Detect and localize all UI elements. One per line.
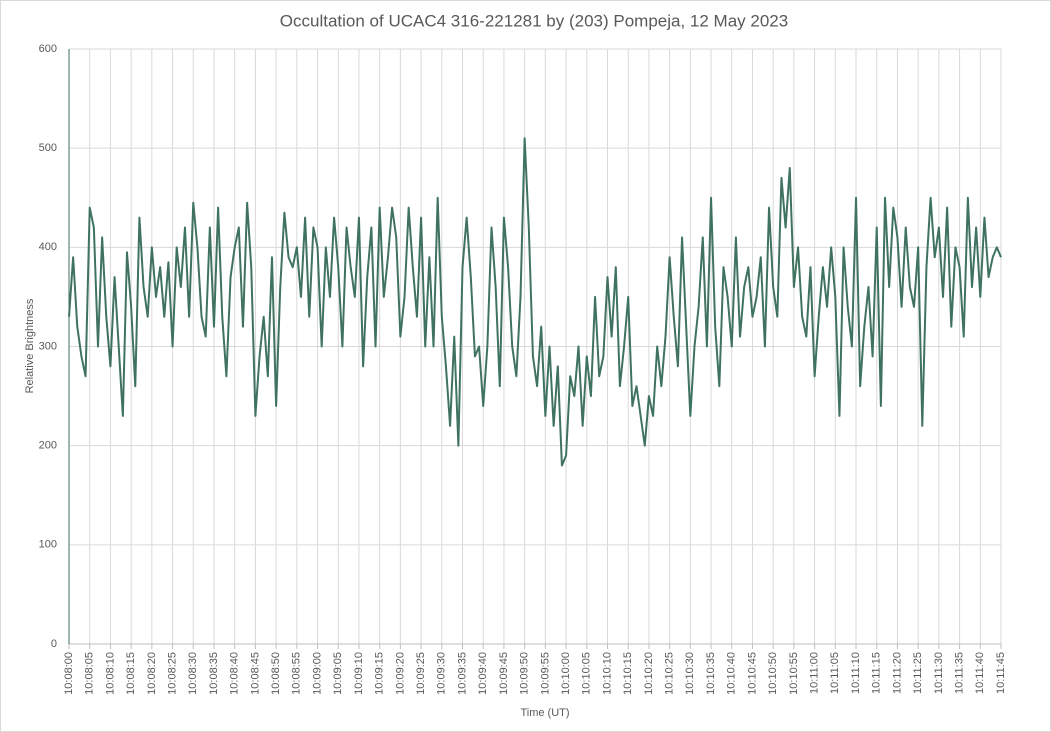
x-tick-label: 10:11:40 bbox=[974, 652, 986, 694]
x-tick-label: 10:08:55 bbox=[291, 652, 303, 695]
x-tick-label: 10:10:00 bbox=[560, 652, 572, 695]
x-tick-label: 10:09:50 bbox=[519, 652, 531, 695]
y-axis-title: Relative Brightness bbox=[24, 298, 36, 393]
x-tick-label: 10:10:35 bbox=[705, 652, 717, 695]
x-tick-label: 10:10:55 bbox=[788, 652, 800, 695]
x-tick-label: 10:11:15 bbox=[871, 652, 883, 694]
data-line bbox=[68, 137, 1002, 467]
x-tick-label: 10:09:45 bbox=[498, 652, 510, 695]
x-tick-label: 10:10:05 bbox=[581, 652, 593, 695]
x-tick-label: 10:11:45 bbox=[995, 652, 1007, 694]
x-tick-label: 10:10:20 bbox=[643, 652, 655, 695]
x-tick-label: 10:08:30 bbox=[187, 652, 199, 695]
x-tick-label: 10:11:35 bbox=[953, 652, 965, 694]
x-tick-label: 10:09:35 bbox=[456, 652, 468, 695]
x-tick-label: 10:09:40 bbox=[477, 652, 489, 695]
x-axis-title: Time (UT) bbox=[520, 707, 569, 719]
x-tick-label: 10:08:50 bbox=[270, 652, 282, 695]
y-tick-label: 300 bbox=[39, 340, 57, 352]
x-tick-label: 10:09:20 bbox=[394, 652, 406, 695]
y-tick-label: 400 bbox=[39, 241, 57, 253]
y-tick-label: 200 bbox=[39, 440, 57, 452]
x-tick-label: 10:10:25 bbox=[664, 652, 676, 695]
chart-title: Occultation of UCAC4 316-221281 by (203)… bbox=[280, 11, 788, 30]
x-tick-label: 10:10:30 bbox=[684, 652, 696, 695]
x-tick-label: 10:08:15 bbox=[125, 652, 137, 695]
x-tick-label: 10:10:40 bbox=[726, 652, 738, 695]
x-tick-label: 10:10:50 bbox=[767, 652, 779, 695]
x-tick-label: 10:09:00 bbox=[311, 652, 323, 695]
y-tick-label: 100 bbox=[39, 539, 57, 551]
x-tick-label: 10:08:00 bbox=[63, 652, 75, 695]
x-tick-label: 10:09:15 bbox=[374, 652, 386, 695]
x-tick-label: 10:11:25 bbox=[912, 652, 924, 694]
x-tick-label: 10:08:25 bbox=[166, 652, 178, 695]
x-tick-label: 10:08:35 bbox=[208, 652, 220, 695]
x-tick-label: 10:08:20 bbox=[146, 652, 158, 695]
x-tick-label: 10:11:20 bbox=[891, 652, 903, 694]
x-tick-label: 10:08:40 bbox=[229, 652, 241, 695]
x-tick-label: 10:09:10 bbox=[353, 652, 365, 695]
x-tick-label: 10:11:00 bbox=[809, 652, 821, 694]
x-tick-label: 10:09:25 bbox=[415, 652, 427, 695]
x-tick-label: 10:08:10 bbox=[104, 652, 116, 695]
y-tick-label: 500 bbox=[39, 142, 57, 154]
x-tick-label: 10:10:10 bbox=[601, 652, 613, 695]
x-tick-label: 10:08:05 bbox=[84, 652, 96, 695]
x-tick-label: 10:09:55 bbox=[539, 652, 551, 695]
y-tick-label: 0 bbox=[51, 638, 57, 650]
x-tick-label: 10:09:30 bbox=[436, 652, 448, 695]
x-tick-label: 10:10:45 bbox=[746, 652, 758, 695]
x-tick-label: 10:11:05 bbox=[829, 652, 841, 694]
x-tick-label: 10:08:45 bbox=[249, 652, 261, 695]
x-tick-label: 10:09:05 bbox=[332, 652, 344, 695]
x-tick-label: 10:11:10 bbox=[850, 652, 862, 694]
x-tick-label: 10:10:15 bbox=[622, 652, 634, 695]
y-tick-label: 600 bbox=[39, 43, 57, 55]
x-tick-label: 10:11:30 bbox=[933, 652, 945, 694]
